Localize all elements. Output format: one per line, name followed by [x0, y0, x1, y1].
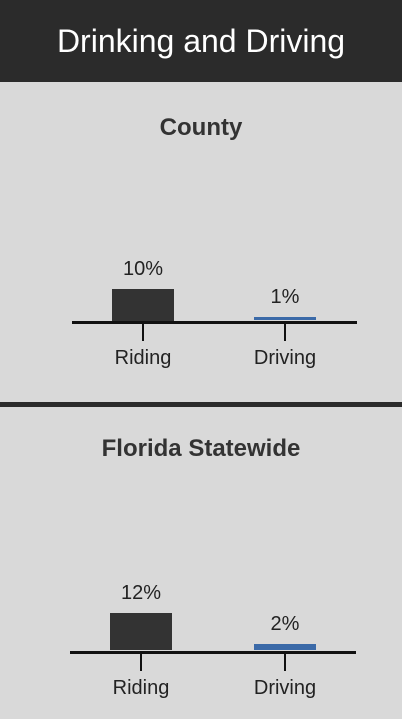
bar [110, 612, 172, 651]
baseline [70, 650, 356, 654]
panel-title: County [159, 114, 243, 141]
category-label: Riding [114, 347, 172, 369]
value-label: 10% [122, 258, 164, 280]
panel: Florida Statewide 12% Riding 2% Driving [0, 407, 402, 719]
header-title: Drinking and Driving [0, 0, 402, 82]
tick [284, 323, 286, 341]
value-label: 1% [270, 286, 300, 309]
tick [142, 323, 144, 341]
bar [254, 644, 316, 651]
category-label: Driving [253, 347, 317, 369]
baseline [72, 320, 357, 324]
panel: County 10% Riding 1% Driving [0, 82, 402, 402]
category-label: Riding [112, 677, 170, 699]
tick [284, 653, 286, 671]
tick [140, 653, 142, 671]
bar [254, 317, 316, 321]
value-label: 12% [120, 581, 162, 604]
category-label: Driving [253, 677, 317, 699]
panel-title: Florida Statewide [101, 435, 301, 462]
bar [112, 289, 174, 321]
value-label: 2% [270, 613, 300, 636]
